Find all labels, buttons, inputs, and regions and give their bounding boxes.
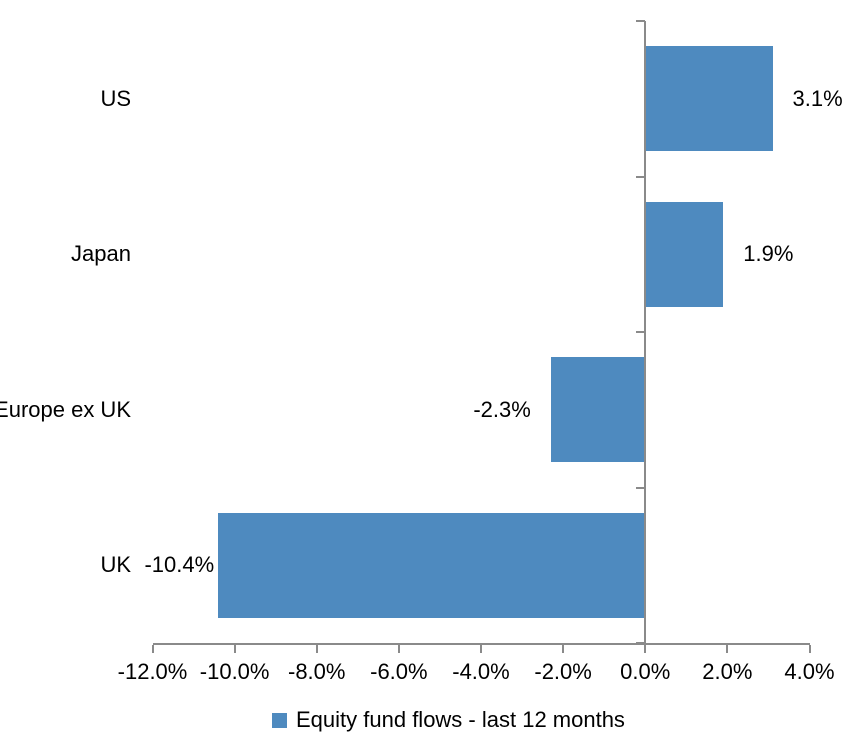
x-axis-line [152, 643, 810, 645]
legend-label: Equity fund flows - last 12 months [296, 707, 625, 732]
y-axis-tick [636, 175, 646, 178]
data-label: -2.3% [473, 396, 531, 422]
category-label: Europe ex UK [0, 396, 131, 422]
zero-axis-line [644, 21, 647, 643]
x-axis-tick [644, 645, 647, 653]
x-axis-tick-label: -6.0% [370, 659, 428, 684]
x-axis-tick [233, 645, 236, 653]
x-axis-tick-label: -12.0% [117, 659, 188, 684]
data-label: -10.4% [144, 552, 215, 578]
x-axis-tick [562, 645, 565, 653]
x-axis-tick-label: 0.0% [620, 659, 671, 684]
x-axis-tick-label: -10.0% [199, 659, 270, 684]
bar-japan [645, 201, 724, 307]
category-label: US [100, 85, 131, 111]
bar-uk [218, 512, 646, 618]
category-label: Japan [71, 241, 131, 267]
data-label: 3.1% [792, 85, 843, 111]
bar-us [645, 46, 773, 152]
x-axis-tick-label: -2.0% [534, 659, 592, 684]
y-axis-tick [636, 331, 646, 333]
x-axis-tick [726, 645, 729, 653]
x-axis-tick-label: -4.0% [452, 659, 510, 684]
data-label: 1.9% [743, 241, 794, 267]
x-axis-tick [315, 645, 318, 653]
x-axis-tick [151, 645, 154, 653]
x-axis-tick-label: 4.0% [784, 659, 835, 684]
x-axis-tick [480, 645, 482, 653]
x-axis-tick-label: -8.0% [288, 659, 346, 684]
legend: Equity fund flows - last 12 months [272, 706, 625, 734]
legend-swatch-icon [272, 712, 287, 728]
x-axis-tick-label: 2.0% [702, 659, 753, 684]
x-axis-tick [808, 645, 811, 653]
x-axis-tick [397, 645, 400, 653]
y-axis-tick [636, 486, 646, 489]
category-label: UK [100, 552, 131, 578]
bar-europe-ex-uk [550, 357, 646, 463]
y-axis-tick [636, 20, 646, 22]
